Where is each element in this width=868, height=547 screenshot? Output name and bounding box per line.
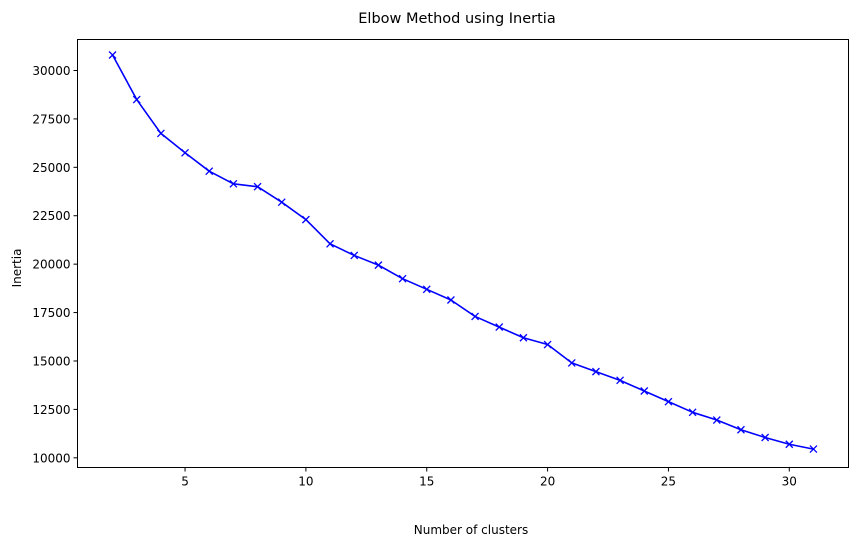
y-tick-label: 27500: [32, 112, 70, 126]
data-point-marker: [422, 285, 431, 294]
data-point-marker: [712, 416, 721, 425]
data-point-marker: [446, 296, 455, 304]
y-tick-label: 22500: [32, 209, 70, 223]
x-axis-label: Number of clusters: [414, 523, 528, 537]
data-point-marker: [108, 51, 117, 59]
x-tick-label: 20: [540, 475, 555, 489]
y-tick-label: 20000: [32, 258, 70, 272]
y-axis-label: Inertia: [10, 249, 24, 288]
y-tick-label: 15000: [32, 354, 70, 368]
data-point-marker: [398, 274, 407, 283]
x-tick-label: 30: [782, 475, 797, 489]
data-point-marker: [736, 425, 745, 434]
data-point-marker: [664, 397, 673, 406]
x-tick-label: 5: [181, 475, 189, 489]
y-tick-label: 30000: [32, 64, 70, 78]
y-tick-label: 10000: [32, 451, 70, 465]
data-point-marker: [253, 182, 262, 191]
y-tick-label: 17500: [32, 306, 70, 320]
data-point-marker: [326, 239, 335, 248]
data-point-marker: [785, 440, 794, 449]
data-point-marker: [640, 387, 649, 395]
data-point-marker: [374, 261, 383, 270]
x-tick-label: 25: [661, 475, 676, 489]
x-tick-label: 10: [298, 475, 313, 489]
plot-frame: [77, 39, 849, 468]
y-tick-label: 12500: [32, 403, 70, 417]
data-point-marker: [495, 323, 504, 332]
plot-area: [108, 51, 818, 454]
data-point-marker: [205, 167, 214, 176]
data-point-marker: [519, 333, 528, 342]
data-point-marker: [156, 129, 165, 138]
x-axis-ticks: 5 10 15 20 25 30: [181, 467, 797, 489]
series-line: [111, 54, 814, 450]
y-tick-label: 25000: [32, 161, 70, 175]
data-point-marker: [301, 215, 310, 224]
data-point-marker: [591, 367, 600, 376]
data-point-marker: [543, 340, 552, 349]
data-point-marker: [688, 408, 697, 417]
data-point-marker: [616, 376, 625, 385]
data-point-marker: [181, 148, 190, 157]
data-point-marker: [277, 198, 286, 207]
data-point-marker: [132, 95, 141, 104]
data-point-marker: [567, 358, 576, 367]
chart-title: Elbow Method using Inertia: [358, 11, 555, 27]
data-point-marker: [229, 179, 238, 188]
y-axis-ticks: 10000 12500 15000 17500 20000 22500 25000 27500…: [32, 64, 78, 465]
data-point-marker: [809, 445, 818, 454]
data-point-marker: [350, 251, 359, 260]
data-point-marker: [761, 433, 770, 442]
data-point-marker: [471, 312, 480, 321]
x-tick-label: 15: [419, 475, 434, 489]
